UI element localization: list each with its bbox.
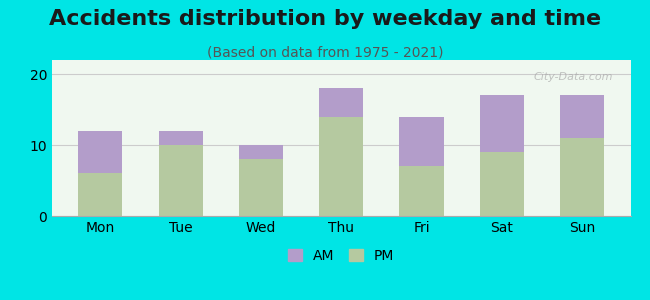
Bar bbox=[78, 131, 122, 173]
Bar bbox=[560, 95, 604, 138]
Bar bbox=[319, 117, 363, 216]
Bar bbox=[560, 138, 604, 216]
Bar bbox=[400, 167, 443, 216]
Text: Accidents distribution by weekday and time: Accidents distribution by weekday and ti… bbox=[49, 9, 601, 29]
Bar bbox=[480, 95, 524, 152]
Bar bbox=[400, 117, 443, 166]
Bar bbox=[78, 173, 122, 216]
Bar bbox=[239, 159, 283, 216]
Text: City-Data.com: City-Data.com bbox=[534, 73, 613, 82]
Bar bbox=[319, 88, 363, 117]
Bar bbox=[159, 145, 203, 216]
Bar bbox=[159, 131, 203, 145]
Bar bbox=[239, 145, 283, 159]
Text: (Based on data from 1975 - 2021): (Based on data from 1975 - 2021) bbox=[207, 45, 443, 59]
Legend: AM, PM: AM, PM bbox=[283, 243, 400, 268]
Bar bbox=[480, 152, 524, 216]
